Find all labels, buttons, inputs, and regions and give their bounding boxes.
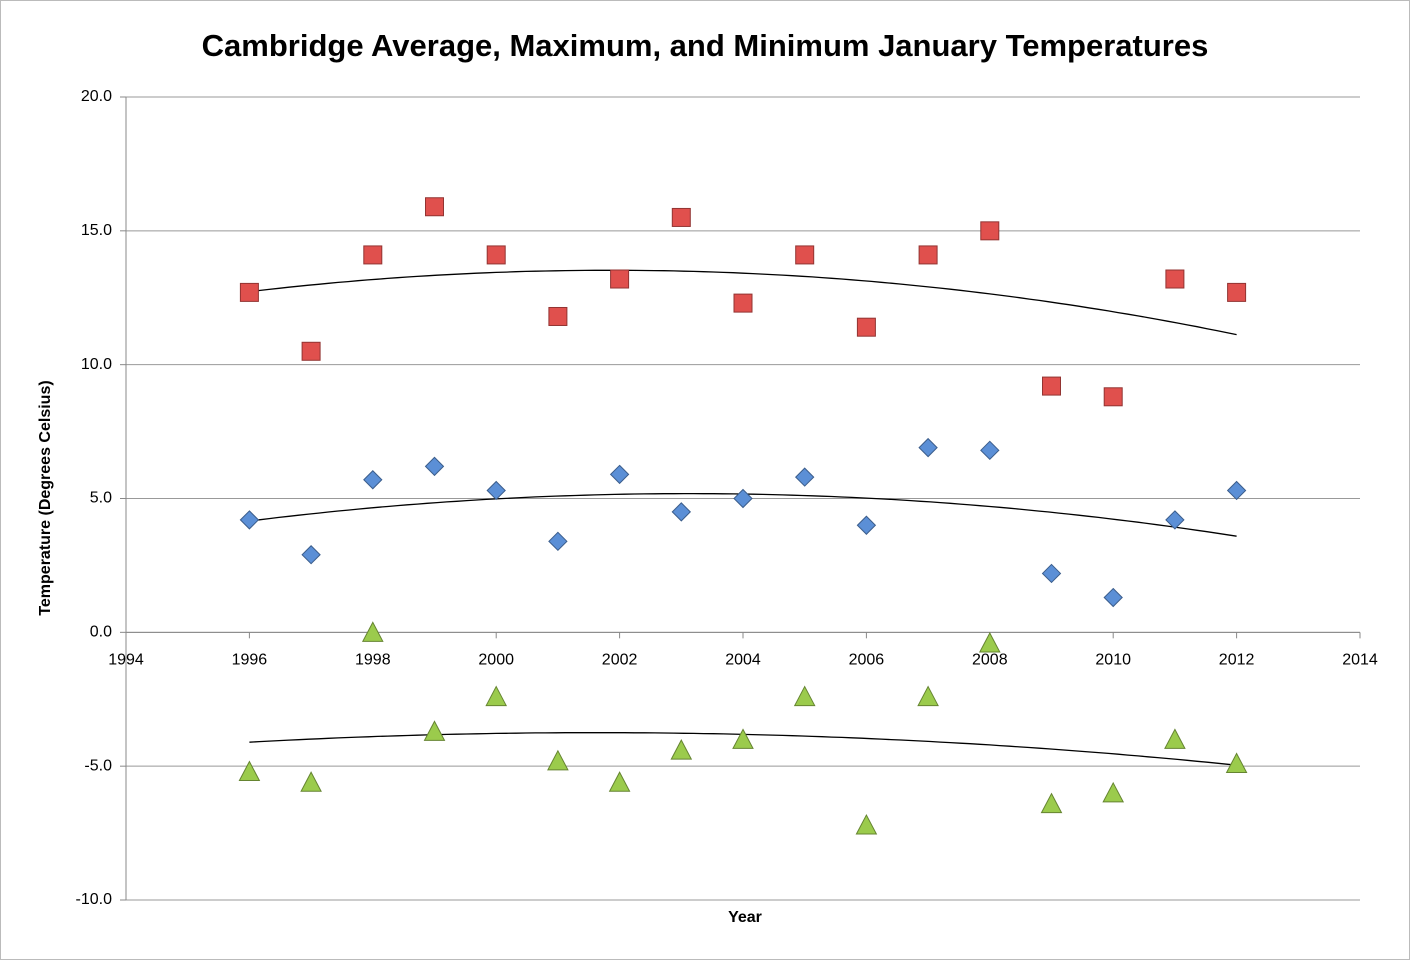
x-axis-title: Year [728,909,762,926]
x-tick-label: 2014 [1342,652,1378,669]
y-tick-label: 15.0 [81,222,112,239]
trendline [249,269,1237,336]
square-marker [856,317,876,337]
diamond-marker [486,480,506,501]
square-marker [733,293,753,313]
square-marker [795,245,815,265]
diamond-marker [794,467,815,487]
square-marker [980,221,1000,241]
x-tick-label: 1994 [108,652,144,669]
chart-title: Cambridge Average, Maximum, and Minimum … [202,28,1209,63]
diamond-marker [671,502,692,522]
diamond-marker [301,545,321,565]
triangle-marker [547,749,569,771]
square-marker [1103,387,1123,407]
square-marker [918,245,938,265]
x-tick-label: 2002 [602,652,638,669]
square-marker [1042,376,1061,396]
diamond-marker [1226,480,1247,501]
diamond-marker [918,437,938,458]
square-marker [425,197,444,217]
triangle-marker [608,771,631,792]
diamond-marker [424,456,445,477]
x-tick-label: 2010 [1095,652,1131,669]
triangle-marker [1225,752,1248,773]
square-marker [239,282,259,302]
diamond-marker [363,470,383,490]
y-tick-label: 20.0 [81,88,112,105]
triangle-marker [361,621,384,642]
triangle-marker [793,685,816,707]
square-marker [1165,269,1185,289]
diamond-marker [548,531,568,552]
square-marker [301,341,321,361]
x-tick-label: 2012 [1219,652,1255,669]
x-tick-label: 2000 [478,652,514,669]
y-tick-label: -10.0 [76,891,113,908]
triangle-marker [300,771,322,792]
square-marker [363,245,383,265]
diamond-marker [980,440,1000,461]
x-tick-label: 1998 [355,652,391,669]
x-tick-label: 2004 [725,652,761,669]
x-tick-label: 2006 [849,652,885,669]
diamond-marker [1103,587,1123,608]
triangle-marker [1102,781,1125,803]
diamond-marker [609,464,630,485]
y-tick-label: -5.0 [84,757,112,774]
x-tick-label: 2008 [972,652,1008,669]
y-tick-label: 10.0 [81,356,112,373]
diamond-marker [1041,563,1062,584]
diamond-marker [1165,510,1185,530]
square-marker [1227,282,1247,302]
triangle-marker [1040,792,1063,814]
square-marker [610,269,630,289]
triangle-marker [670,739,693,760]
x-tick-label: 1996 [232,652,268,669]
triangle-marker [732,728,754,749]
y-axis-title: Temperature (Degrees Celsius) [37,380,54,615]
triangle-marker [855,813,878,835]
triangle-marker [917,685,939,707]
diamond-marker [239,510,260,530]
diamond-marker [856,515,877,535]
triangle-marker [238,760,261,782]
y-tick-label: 0.0 [90,624,112,641]
triangle-marker [485,685,508,707]
triangle-marker [978,631,1001,653]
diamond-marker [733,488,753,509]
square-marker [486,245,506,265]
y-tick-label: 5.0 [90,490,112,507]
triangle-marker [1164,728,1186,749]
square-marker [671,207,691,227]
triangle-marker [423,720,446,741]
square-marker [548,306,568,326]
